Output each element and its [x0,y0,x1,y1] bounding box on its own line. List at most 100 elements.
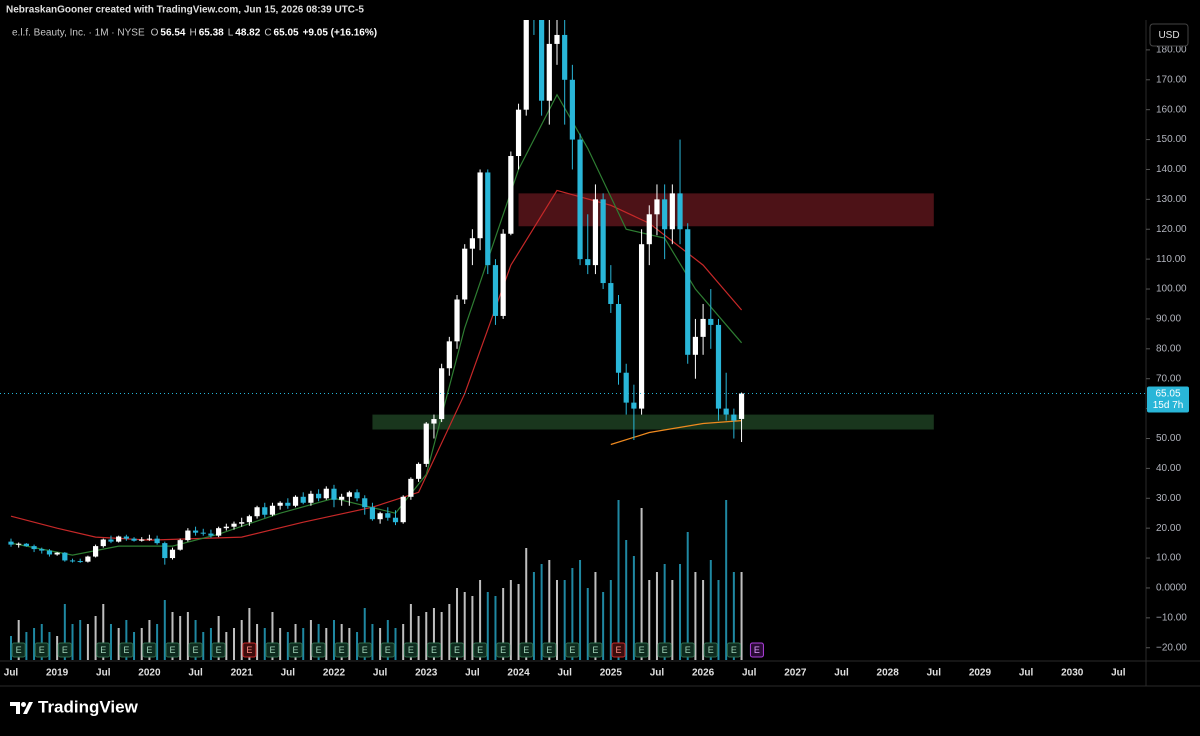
earnings-label: E [685,645,691,655]
earnings-label: E [662,645,668,655]
volume-bar [409,604,412,660]
earnings-label: E [123,645,129,655]
plot-area [0,20,1145,660]
x-tick-label: Jul [465,668,480,679]
candle-body [654,199,660,215]
y-tick-label: 20.00 [1156,523,1181,534]
x-tick-label: 2025 [600,668,623,679]
volume-bar [402,624,405,660]
candle-body [16,543,22,545]
candle-body [339,496,345,500]
volume-bar [463,592,466,660]
earnings-label: E [708,645,714,655]
candle-body [77,561,83,563]
earnings-label: E [546,645,552,655]
candle-body [285,502,291,506]
volume-bar [471,596,474,660]
candle-body [723,408,729,415]
earnings-marker [588,642,603,658]
volume-bar [194,620,197,660]
y-tick-label: 140.00 [1156,164,1187,175]
brand-logo [10,702,33,714]
y-tick-label: 90.00 [1156,314,1181,325]
earnings-marker [211,642,226,658]
volume-bar [48,632,51,660]
volume-bar [448,604,451,660]
volume-bar [102,604,105,660]
volume-bar [279,628,282,660]
x-tick-label: 2020 [138,668,161,679]
earnings-marker [680,642,695,658]
volume-bar [156,624,159,660]
candle-body [31,546,37,550]
y-tick-label: 150.00 [1156,134,1187,145]
earnings-label: E [569,645,575,655]
volume-bar [655,572,658,660]
credit: NebraskanGooner created with TradingView… [6,5,364,16]
earnings-marker [242,642,257,658]
currency: USD [1158,30,1179,41]
candle-body [408,478,414,497]
candle-body [462,248,468,300]
legend-text: L [228,28,234,39]
brand: TradingView [38,697,139,716]
volume-bar [117,628,120,660]
x-tick-label: 2026 [692,668,715,679]
candle-body [116,536,122,542]
earnings-marker [657,642,672,658]
candle-body [123,536,129,539]
candle-body [323,488,329,499]
volume-bar [209,628,212,660]
candle-body [216,528,222,536]
volume-bar [479,580,482,660]
volume-bar [233,628,236,660]
volume-bar [56,636,59,660]
candle-body [200,532,206,534]
earnings-label: E [731,645,737,655]
candle-body [608,283,614,304]
volume-bar [332,620,335,660]
volume-bar [140,628,143,660]
volume-bar [432,608,435,660]
candle-body [92,546,99,557]
volume-bar [340,624,343,660]
x-tick-label: Jul [834,668,849,679]
y-tick-label: 120.00 [1156,224,1187,235]
earnings-label: E [339,645,345,655]
earnings-marker [142,642,157,658]
volume-bar [163,600,166,660]
moving-average [10,93,743,556]
candle-body [400,496,406,523]
earnings-marker [565,642,580,658]
y-tick-label: 50.00 [1156,433,1181,444]
earnings-marker [703,642,718,658]
volume-bar [579,560,582,660]
y-tick-label: 110.00 [1156,254,1186,265]
earnings-marker [611,642,626,658]
volume-bar [648,580,651,660]
candle-body [469,238,475,249]
earnings-label: E [754,645,760,655]
earnings-marker [380,642,395,658]
volume-bar [540,564,543,660]
earnings-label: E [169,645,175,655]
earnings-label: E [146,645,152,655]
earnings-marker [542,642,557,658]
candle-body [485,172,491,266]
candle-body [569,79,575,140]
volume-bar [709,560,712,660]
volume-bar [563,580,566,660]
candle-body [131,538,137,541]
volume-bar [679,564,682,660]
volume-bar [640,508,643,660]
volume-bar [348,628,351,660]
candle-body [346,492,352,497]
earnings-label: E [246,645,252,655]
volume-bar [317,624,320,660]
candle-body [423,423,429,464]
candle-body [631,402,637,409]
volume-bar [109,624,112,660]
earnings-marker [426,642,441,658]
earnings-label: E [477,645,483,655]
legend-text: C [264,28,271,39]
